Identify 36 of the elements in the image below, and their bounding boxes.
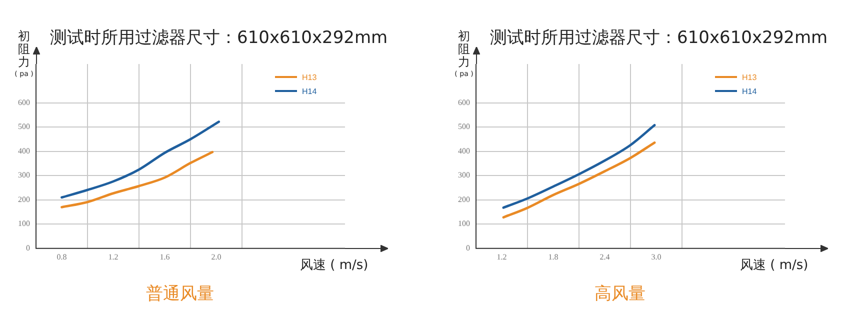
text: 普通风量 [145, 283, 215, 305]
y-tick-label: 0 [466, 243, 470, 252]
x-axis-title: 风速 ( m/s) [740, 257, 808, 274]
y-tick-label: 100 [458, 219, 470, 228]
x-tick-label: 1.2 [108, 252, 118, 262]
x-tick-label: 3.0 [651, 252, 662, 262]
y-tick-label: 200 [458, 194, 470, 204]
y-tick-label: 300 [18, 170, 30, 180]
chart-title: 测试时所用过滤器尺寸：610x610x292mm [490, 27, 828, 49]
x-tick-label: 1.8 [548, 252, 558, 262]
x-tick-label: 1.2 [496, 252, 507, 262]
y-tick-label: 400 [18, 146, 30, 156]
y-tick-label: 500 [458, 122, 470, 132]
line-series [502, 124, 656, 209]
y-tick-label: 500 [18, 122, 30, 132]
line-series [60, 150, 214, 208]
line-series [60, 120, 220, 199]
x-tick-label: 1.6 [160, 252, 170, 262]
y-tick-label: 0 [26, 243, 30, 252]
x-tick-label: 2.0 [211, 252, 222, 262]
chart-title: 测试时所用过滤器尺寸：610x610x292mm [50, 27, 388, 49]
legend-label: H13 [302, 72, 317, 82]
legend-label: H14 [742, 86, 757, 96]
text: 高风量 [594, 283, 646, 305]
y-tick-label: 600 [18, 98, 30, 107]
x-tick-label: 0.8 [56, 252, 67, 262]
line-series [502, 141, 656, 219]
y-tick-label: 100 [18, 219, 30, 228]
legend-label: H14 [302, 86, 317, 96]
y-tick-label: 600 [458, 98, 470, 107]
y-tick-label: 200 [18, 194, 30, 204]
y-tick-label: 300 [458, 170, 470, 180]
y-tick-label: 400 [458, 146, 470, 156]
x-axis-title: 风速 ( m/s) [300, 257, 368, 274]
x-tick-label: 2.4 [600, 252, 610, 262]
legend-label: H13 [742, 72, 757, 82]
